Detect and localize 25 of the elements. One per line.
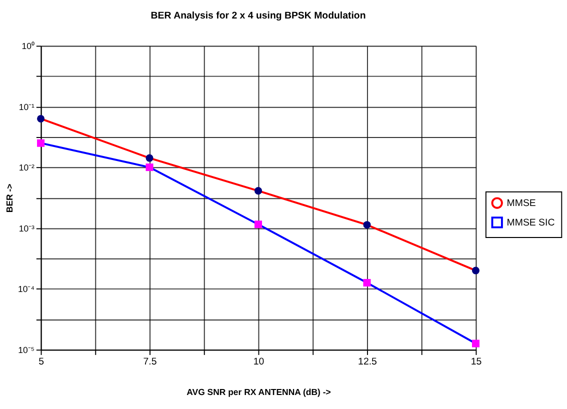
- point: [363, 221, 371, 229]
- point: [37, 114, 45, 122]
- y-tick-label: 10⁰: [22, 41, 34, 52]
- y-tick-label: 10⁻⁵: [18, 345, 35, 356]
- y-axis-title: BER ->: [4, 184, 14, 213]
- y-tick-label: 10⁻²: [18, 162, 35, 173]
- y-tick-label: 10⁻¹: [18, 102, 35, 112]
- x-axis-title: AVG SNR per RX ANTENNA (dB) ->: [186, 386, 331, 397]
- x-tick-label: 12.5: [358, 356, 377, 368]
- chart-title: BER Analysis for 2 x 4 using BPSK Modulation: [150, 10, 366, 22]
- x-tick-label: 15: [470, 356, 482, 368]
- legend-label: MMSE: [506, 198, 536, 209]
- point: [254, 187, 262, 195]
- point: [254, 220, 262, 228]
- x-tick-label: 10: [253, 356, 265, 368]
- x-tick-label: 7.5: [143, 356, 157, 368]
- point: [472, 266, 480, 274]
- y-tick-label: 10⁻⁴: [18, 284, 35, 294]
- point: [146, 164, 154, 172]
- legend-label: MMSE SIC: [506, 217, 555, 228]
- x-tick-label: 5: [38, 356, 44, 368]
- point: [472, 340, 480, 348]
- point: [146, 154, 154, 162]
- point: [363, 278, 371, 286]
- y-tick-label: 10⁻³: [18, 223, 35, 234]
